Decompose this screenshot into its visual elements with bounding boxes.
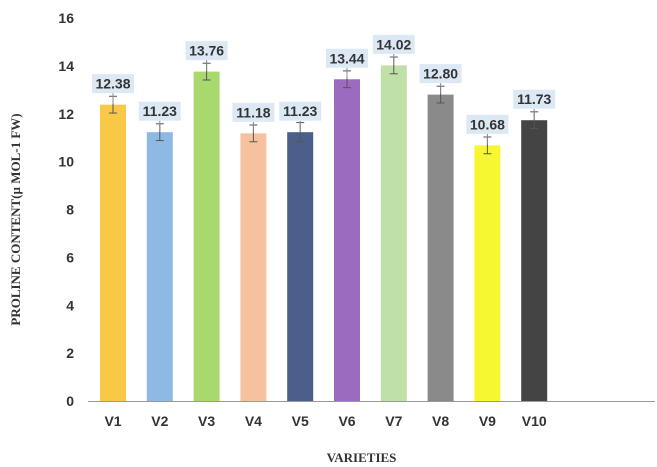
y-tick-label: 0 <box>66 393 74 409</box>
y-axis-ticks: 0 2 4 6 8 10 12 14 16 <box>58 10 74 409</box>
y-tick-label: 10 <box>58 154 74 170</box>
bar-v5 <box>287 132 314 401</box>
x-tick-label: V4 <box>245 413 262 429</box>
data-label-value: 13.76 <box>189 43 224 59</box>
data-label-box <box>185 41 228 61</box>
data-label-value: 11.23 <box>283 103 317 119</box>
data-label-box <box>466 114 509 134</box>
x-tick-label: V7 <box>385 413 402 429</box>
bar-v9 <box>474 145 501 401</box>
y-tick-label: 2 <box>66 345 74 361</box>
data-label-value: 14.02 <box>376 36 411 52</box>
data-label-v7: 14.02 <box>372 34 415 65</box>
bar-v3 <box>193 71 220 402</box>
data-label-box <box>372 34 415 54</box>
x-tick-label: V1 <box>104 413 121 429</box>
bar-v1 <box>100 104 126 401</box>
y-tick-label: 6 <box>66 249 74 265</box>
bars <box>100 65 548 402</box>
data-label-v10: 11.73 <box>513 89 556 120</box>
bar-v4 <box>240 133 267 401</box>
x-axis-categories: V1 V2 V3 V4 V5 V6 V7 V8 V9 V10 <box>104 413 546 429</box>
data-label-box <box>138 101 181 121</box>
x-tick-label: V2 <box>151 413 168 429</box>
y-tick-label: 16 <box>58 10 74 26</box>
data-label-value: 11.23 <box>143 103 177 119</box>
x-axis-title: VARIETIES <box>327 450 397 465</box>
data-label-v5: 11.23 <box>279 101 322 132</box>
data-label-v8: 12.80 <box>419 64 462 94</box>
y-tick-label: 4 <box>66 297 74 313</box>
data-label-box <box>419 64 462 84</box>
bar-v7 <box>380 65 407 402</box>
bar-v2 <box>146 132 173 401</box>
data-label-v4: 11.18 <box>232 102 275 133</box>
bar-v10 <box>521 120 548 401</box>
x-tick-label: V10 <box>522 413 547 429</box>
y-tick-label: 8 <box>66 202 74 218</box>
y-tick-label: 12 <box>58 106 74 122</box>
data-label-v2: 11.23 <box>138 101 181 132</box>
data-label-value: 10.68 <box>470 116 505 132</box>
data-label-value: 11.73 <box>517 91 551 107</box>
x-tick-label: V5 <box>292 413 309 429</box>
y-axis-title: PROLINE CONTENT(µ MOL-1 FW) <box>8 113 23 325</box>
data-label-box <box>326 48 368 68</box>
data-labels: 12.38 11.23 13.76 11.18 11.23 13.44 14.02 12.80… <box>92 34 556 145</box>
data-label-v3: 13.76 <box>185 41 228 71</box>
y-tick-label: 14 <box>58 58 74 74</box>
x-tick-label: V6 <box>338 413 355 429</box>
x-tick-label: V8 <box>432 413 449 429</box>
bar-v8 <box>427 94 454 401</box>
x-tick-label: V3 <box>198 413 215 429</box>
bar-v6 <box>334 79 360 401</box>
data-label-box <box>232 102 275 122</box>
x-tick-label: V9 <box>479 413 496 429</box>
data-label-value: 12.80 <box>423 66 458 82</box>
data-label-v9: 10.68 <box>466 114 509 145</box>
data-label-value: 12.38 <box>95 76 130 92</box>
data-label-value: 11.18 <box>236 104 270 120</box>
data-label-box <box>92 74 134 94</box>
data-label-box <box>279 101 322 121</box>
data-label-v6: 13.44 <box>326 48 368 79</box>
data-label-value: 13.44 <box>329 50 364 66</box>
data-label-v1: 12.38 <box>92 74 134 104</box>
data-label-box <box>513 89 556 109</box>
